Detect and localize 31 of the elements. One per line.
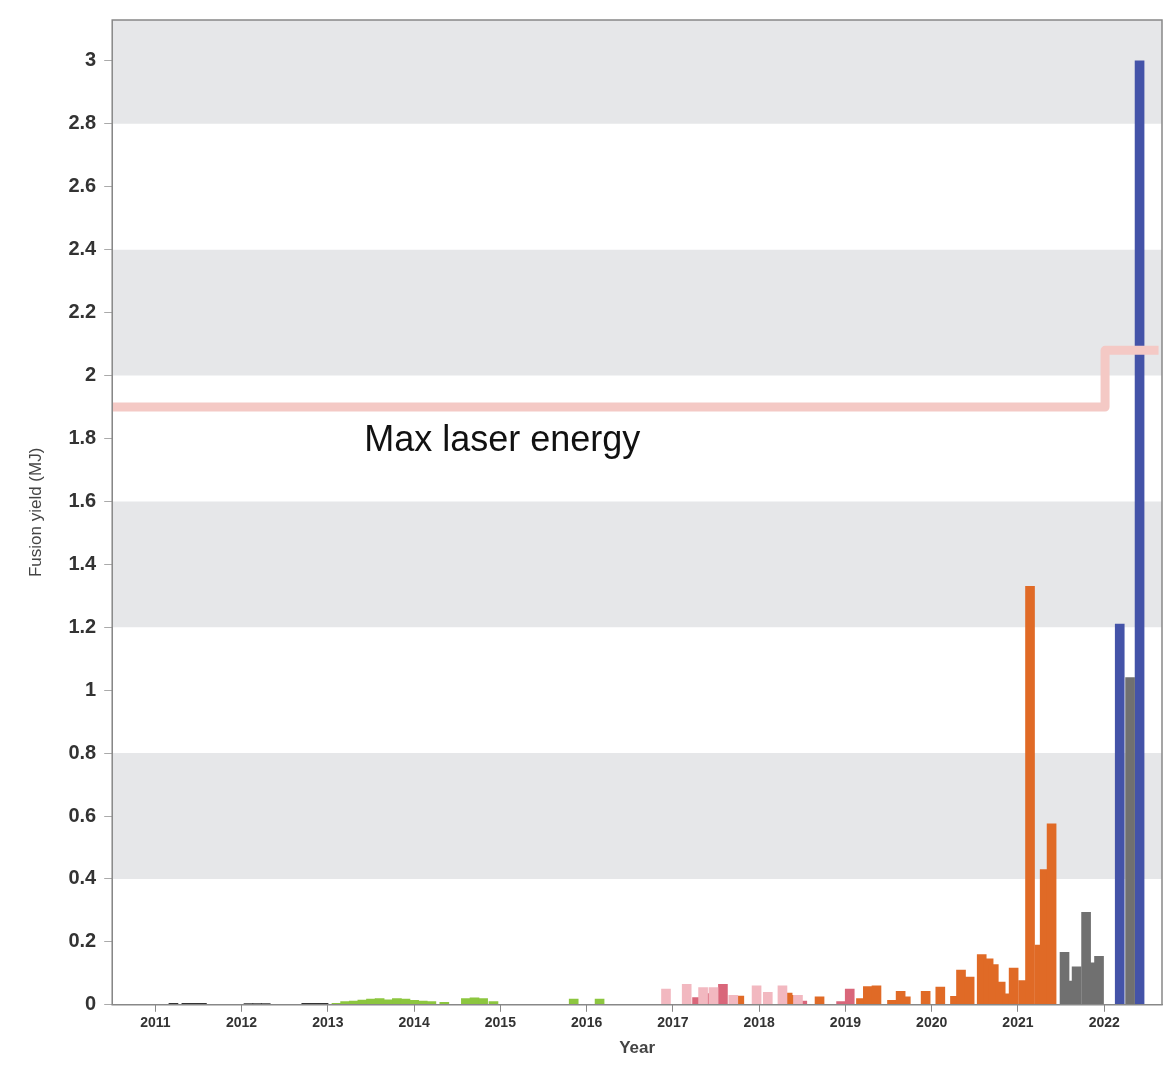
x-tick-label: 2011 [140, 1014, 171, 1031]
x-tick-label: 2015 [484, 1014, 517, 1031]
x-tick-label: 2019 [829, 1014, 862, 1031]
x-axis-title: Year [619, 1038, 656, 1058]
x-tick-label: 2018 [743, 1014, 775, 1031]
x-tick-label: 2017 [657, 1014, 689, 1031]
y-tick-label: 0.6 [68, 803, 97, 826]
x-tick-label: 2016 [571, 1014, 603, 1031]
x-tick-label: 2022 [1088, 1014, 1120, 1031]
x-tick-label: 2012 [226, 1014, 258, 1031]
y-tick-label: 0.2 [68, 929, 97, 952]
y-tick-label: 1.2 [68, 614, 97, 637]
y-tick-label: 0.4 [68, 866, 98, 889]
y-tick-label: 3 [85, 48, 97, 71]
y-tick-label: 1.6 [68, 488, 97, 511]
y-tick-label: 2.4 [68, 237, 98, 260]
y-tick-label: 1 [85, 677, 97, 700]
series-label: Max laser energy [364, 417, 641, 459]
y-tick-label: 2.8 [68, 111, 97, 134]
y-tick-label: 2.6 [68, 174, 97, 197]
y-tick-label: 1.4 [68, 551, 98, 574]
x-tick-label: 2013 [312, 1014, 344, 1031]
y-tick-label: 2.2 [68, 300, 97, 323]
y-tick-label: 0 [85, 992, 97, 1015]
x-tick-label: 2021 [1002, 1014, 1034, 1031]
y-tick-label: 0.8 [68, 740, 97, 763]
y-tick-label: 2 [85, 363, 97, 386]
x-tick-label: 2014 [398, 1014, 430, 1031]
y-tick-label: 1.8 [68, 425, 97, 448]
y-axis-title: Fusion yield (MJ) [25, 447, 45, 578]
x-tick-label: 2020 [916, 1014, 948, 1031]
